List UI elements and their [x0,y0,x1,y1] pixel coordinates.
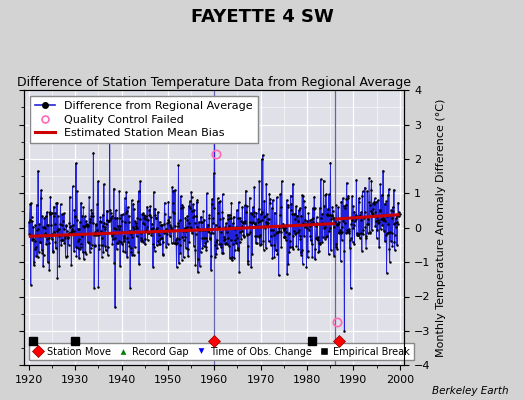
Text: FAYETTE 4 SW: FAYETTE 4 SW [191,8,333,26]
Legend: Station Move, Record Gap, Time of Obs. Change, Empirical Break: Station Move, Record Gap, Time of Obs. C… [29,343,414,360]
Y-axis label: Monthly Temperature Anomaly Difference (°C): Monthly Temperature Anomaly Difference (… [436,98,446,357]
Title: Difference of Station Temperature Data from Regional Average: Difference of Station Temperature Data f… [17,76,411,89]
Text: Berkeley Earth: Berkeley Earth [432,386,508,396]
